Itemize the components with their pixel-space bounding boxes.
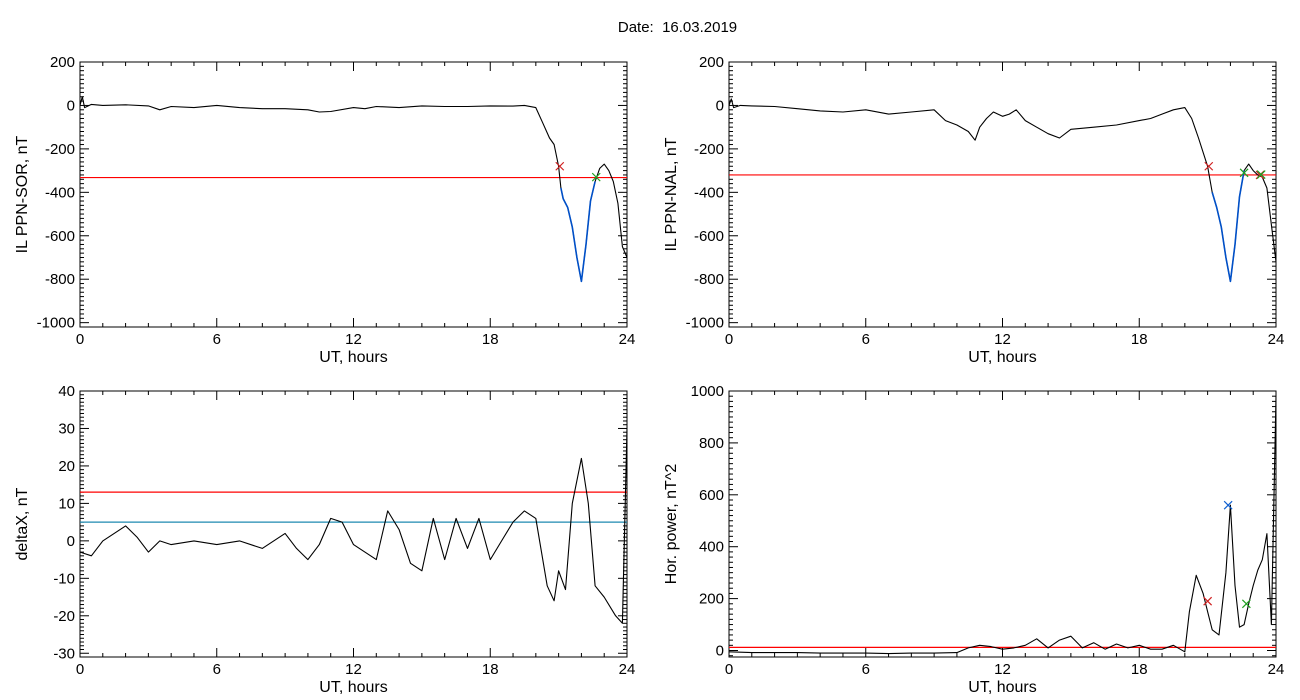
y-tick-label: -1000 [37,315,75,332]
y-tick-label: 0 [716,97,724,114]
x-tick-label: 24 [1268,331,1285,348]
cross-marker [1241,599,1251,609]
x-tick-label: 0 [76,661,84,678]
signal-series-line [729,98,1276,282]
y-tick-label: 600 [699,487,724,504]
cross-marker [1256,170,1266,179]
x-tick-label: 12 [345,331,362,348]
y-tick-label: 200 [699,54,724,71]
y-axis-label: Hor. power, nT^2 [663,464,680,585]
cross-marker [555,161,565,171]
x-tick-label: 0 [725,661,733,678]
x-tick-label: 6 [862,331,870,348]
signal-series-line [729,396,1276,655]
y-tick-label: -800 [694,271,724,288]
y-tick-label: 200 [50,54,75,71]
cross-marker [591,172,601,182]
plot-area [729,98,1276,283]
y-axis-label: deltaX, nT [14,487,31,560]
cross-marker-stroke [1241,599,1251,609]
y-tick-label: 0 [67,533,75,550]
cross-marker [1204,161,1214,171]
y-tick-label: -200 [45,141,75,158]
x-tick-label: 18 [482,661,499,678]
cross-marker [1223,500,1233,510]
x-tick-label: 12 [345,661,362,678]
y-tick-label: -200 [694,141,724,158]
panel-il-nal: 0 6 12 18 24 200 0 -200 -400 -600 -800 -1000 UT, hou… [663,54,1284,366]
signal-series-line [80,428,627,624]
event-series-line [1211,170,1245,283]
figure-title: Date: 16.03.2019 [0,19,1300,36]
y-tick-label: -20 [53,608,75,625]
x-tick-label: 6 [213,331,221,348]
x-tick-label: 24 [1268,661,1285,678]
date-label: Date: [617,19,654,36]
y-tick-label: -1000 [686,315,724,332]
event-series-line [560,181,596,283]
y-tick-label: 20 [58,458,75,475]
date-value: 16.03.2019 [662,19,738,36]
x-tick-label: 24 [619,331,636,348]
x-tick-label: 0 [76,331,84,348]
y-tick-label: 0 [716,643,724,660]
y-tick-label: -600 [694,228,724,245]
y-tick-label: 1000 [691,383,724,400]
plot-area [80,96,627,283]
plot-frame [79,61,628,328]
x-axis-label: UT, hours [968,679,1036,696]
cross-marker-stroke [1239,168,1249,178]
x-axis-label: UT, hours [319,679,387,696]
y-tick-label: 0 [67,97,75,114]
plot-frame [728,390,1277,658]
cross-marker-stroke [1204,161,1214,171]
cross-marker [1203,596,1213,606]
x-tick-label: 0 [725,331,733,348]
cross-marker-stroke [591,172,601,182]
plot-frame [728,61,1277,328]
y-tick-label: -400 [694,184,724,201]
cross-marker-stroke [1203,596,1213,606]
plot-area [80,428,627,624]
cross-marker-stroke [555,161,565,171]
panel-hor-power: 0 6 12 18 24 1000 800 600 400 200 0 UT, hours Hor. p… [663,383,1284,696]
y-tick-label: -600 [45,228,75,245]
y-tick-label: 400 [699,539,724,556]
x-tick-label: 24 [619,661,636,678]
x-tick-label: 18 [482,331,499,348]
x-tick-label: 18 [1131,661,1148,678]
signal-series-line [80,96,627,282]
y-tick-label: -800 [45,271,75,288]
y-tick-label: 200 [699,591,724,608]
plot-area [729,396,1276,655]
x-tick-label: 12 [994,331,1011,348]
y-tick-label: -400 [45,184,75,201]
y-tick-label: 10 [58,495,75,512]
x-axis-label: UT, hours [319,349,387,366]
panel-deltax: 0 6 12 18 24 40 30 20 10 0 -10 -20 -30 UT, hours delta… [14,383,635,696]
y-tick-label: 40 [58,383,75,400]
y-tick-label: -10 [53,570,75,587]
y-tick-label: 30 [58,420,75,437]
x-tick-label: 12 [994,661,1011,678]
y-tick-label: -30 [53,645,75,662]
cross-marker-stroke [1256,170,1266,179]
x-tick-label: 18 [1131,331,1148,348]
y-axis-label: IL PPN-NAL, nT [663,137,680,251]
x-tick-label: 6 [213,661,221,678]
x-axis-label: UT, hours [968,349,1036,366]
y-tick-label: 800 [699,435,724,452]
panel-il-sor: 0 6 12 18 24 200 0 -200 -400 -600 -800 -1000 UT, hou… [14,54,635,366]
plot-frame [79,390,628,658]
cross-marker [1239,168,1249,178]
cross-marker-stroke [1223,500,1233,510]
x-tick-label: 6 [862,661,870,678]
y-axis-label: IL PPN-SOR, nT [14,135,31,253]
